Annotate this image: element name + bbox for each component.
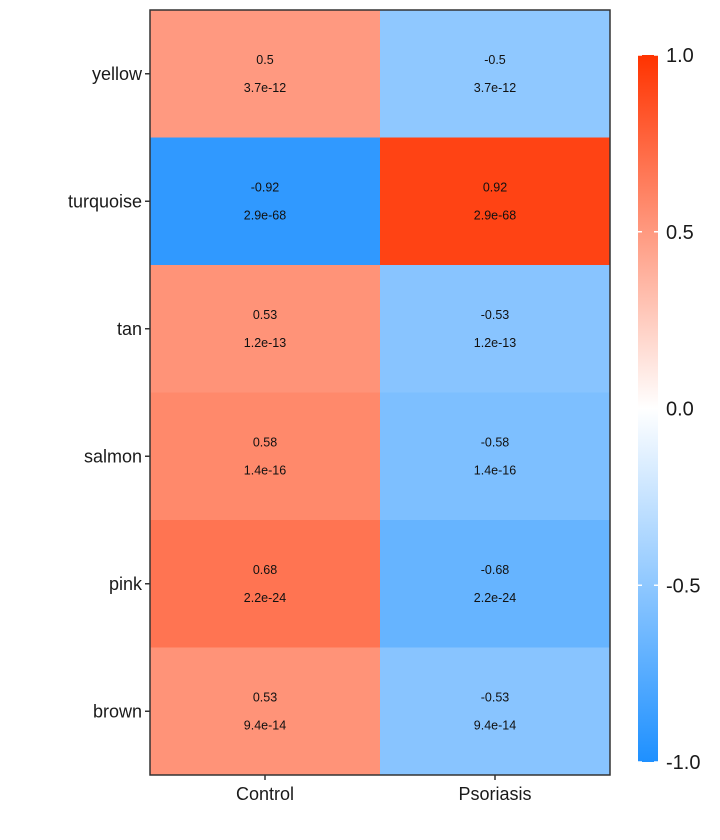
cell-rect (380, 520, 610, 648)
y-axis: yellow turquoise tan salmon pink brown (68, 64, 150, 721)
cell-pvalue-label: 9.4e-14 (474, 719, 516, 733)
heatmap-cells: 0.5 3.7e-12 -0.5 3.7e-12 -0.92 2.9e-68 0.92 2.9… (150, 10, 610, 775)
cell-value-label: -0.53 (481, 308, 510, 322)
legend-tick-label: 0.5 (666, 222, 694, 244)
heatmap-cell: 0.58 1.4e-16 (150, 392, 380, 520)
heatmap-cell: -0.68 2.2e-24 (380, 520, 610, 648)
cell-value-label: 0.68 (253, 563, 277, 577)
legend-tick-label: 1.0 (666, 45, 694, 67)
cell-rect (380, 392, 610, 520)
y-tick-label: turquoise (68, 191, 142, 211)
heatmap-cell: -0.53 9.4e-14 (380, 647, 610, 775)
cell-pvalue-label: 1.4e-16 (244, 464, 286, 478)
heatmap-cell: -0.53 1.2e-13 (380, 265, 610, 393)
panel-border (149, 9, 611, 776)
cell-value-label: 0.53 (253, 691, 277, 705)
cell-rect (380, 647, 610, 775)
heatmap-cell: -0.5 3.7e-12 (380, 10, 610, 138)
color-legend: 1.0 0.5 0.0 -0.5 -1.0 (638, 45, 700, 774)
cell-value-label: 0.5 (256, 53, 273, 67)
cell-rect (380, 137, 610, 265)
cell-value-label: -0.5 (484, 53, 506, 67)
heatmap-cell: 0.53 1.2e-13 (150, 265, 380, 393)
cell-value-label: -0.53 (481, 691, 510, 705)
x-axis: Control Psoriasis (236, 775, 532, 804)
heatmap-cell: 0.53 9.4e-14 (150, 647, 380, 775)
y-tick-label: yellow (92, 64, 143, 84)
cell-pvalue-label: 2.9e-68 (244, 209, 286, 223)
heatmap-cell: 0.92 2.9e-68 (380, 137, 610, 265)
cell-rect (150, 647, 380, 775)
cell-value-label: -0.68 (481, 563, 510, 577)
cell-value-label: -0.92 (251, 181, 280, 195)
cell-rect (150, 265, 380, 393)
heatmap-cell: 0.68 2.2e-24 (150, 520, 380, 648)
x-tick-label: Control (236, 784, 294, 804)
legend-colorbar (638, 55, 658, 762)
y-tick-label: brown (93, 701, 142, 721)
cell-rect (150, 392, 380, 520)
cell-value-label: 0.58 (253, 436, 277, 450)
cell-pvalue-label: 3.7e-12 (474, 81, 516, 95)
cell-pvalue-label: 2.2e-24 (474, 591, 516, 605)
cell-pvalue-label: 1.2e-13 (474, 336, 516, 350)
legend-tick-label: 0.0 (666, 399, 694, 421)
legend-tick-label: -1.0 (666, 752, 700, 774)
legend-tick-label: -0.5 (666, 575, 700, 597)
cell-pvalue-label: 1.4e-16 (474, 464, 516, 478)
cell-pvalue-label: 1.2e-13 (244, 336, 286, 350)
legend-ticks: 1.0 0.5 0.0 -0.5 -1.0 (638, 45, 700, 774)
cell-rect (150, 10, 380, 138)
cell-pvalue-label: 2.2e-24 (244, 591, 286, 605)
cell-value-label: 0.53 (253, 308, 277, 322)
cell-pvalue-label: 3.7e-12 (244, 81, 286, 95)
cell-pvalue-label: 9.4e-14 (244, 719, 286, 733)
cell-rect (150, 137, 380, 265)
y-tick-label: pink (109, 574, 143, 594)
cell-rect (150, 520, 380, 648)
heatmap-cell: -0.58 1.4e-16 (380, 392, 610, 520)
heatmap-cell: 0.5 3.7e-12 (150, 10, 380, 138)
cell-value-label: -0.58 (481, 436, 510, 450)
cell-rect (380, 265, 610, 393)
heatmap-cell: -0.92 2.9e-68 (150, 137, 380, 265)
cell-pvalue-label: 2.9e-68 (474, 209, 516, 223)
cell-rect (380, 10, 610, 138)
y-tick-label: salmon (84, 446, 142, 466)
y-tick-label: tan (117, 319, 142, 339)
cell-value-label: 0.92 (483, 181, 507, 195)
x-tick-label: Psoriasis (458, 784, 531, 804)
